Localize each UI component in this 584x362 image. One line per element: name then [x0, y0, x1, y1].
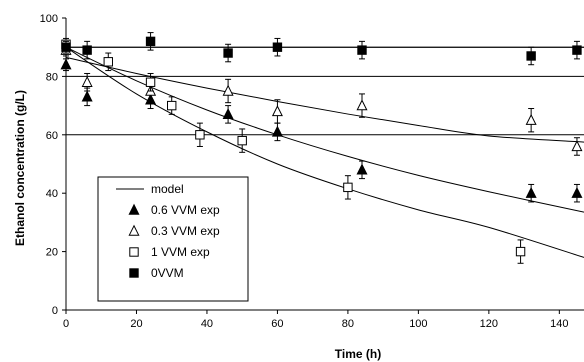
y-tick-label: 40	[46, 188, 58, 200]
point-1-vvm-exp	[195, 130, 205, 140]
point-0vvm	[357, 45, 367, 55]
point-1-vvm-exp	[343, 182, 353, 193]
y-tick-label: 60	[46, 130, 58, 142]
point-1-vvm-exp	[237, 135, 247, 146]
legend-marker-0vvm	[129, 268, 139, 278]
point-0-3-vvm-exp	[222, 84, 234, 96]
legend-label: 0.3 VVM exp	[151, 224, 220, 238]
point-0vvm	[572, 45, 582, 55]
y-tick-label: 20	[46, 247, 58, 259]
point-0vvm	[526, 51, 536, 61]
y-tick-label: 80	[46, 71, 58, 83]
point-1-vvm-exp	[103, 57, 113, 67]
model-curve-1	[65, 56, 584, 143]
y-tick-label: 0	[52, 305, 58, 317]
point-0-3-vvm-exp	[271, 105, 283, 117]
point-0vvm	[145, 36, 156, 47]
point-0-6-vvm-exp	[222, 108, 234, 120]
point-1-vvm-exp	[515, 246, 526, 257]
point-0-6-vvm-exp	[571, 186, 583, 198]
x-tick-label: 60	[271, 318, 283, 330]
y-tick-label: 100	[40, 13, 58, 25]
model-curves	[65, 46, 584, 258]
point-0-3-vvm-exp	[356, 99, 368, 111]
legend-box	[97, 176, 249, 302]
point-0-6-vvm-exp	[356, 163, 368, 175]
point-0-3-vvm-exp	[525, 113, 537, 125]
legend-label: 1 VVM exp	[151, 245, 210, 259]
point-0vvm	[61, 42, 71, 52]
point-0-6-vvm-exp	[525, 186, 537, 198]
point-0vvm	[223, 48, 233, 58]
point-0-3-vvm-exp	[81, 75, 93, 87]
x-tick-label: 140	[550, 318, 568, 330]
legend-label: model	[151, 182, 184, 196]
model-curve-3	[65, 46, 584, 258]
point-1-vvm-exp	[167, 100, 177, 111]
legend-marker-1-vvm-exp	[129, 247, 139, 257]
x-tick-label: 100	[409, 318, 427, 330]
tick-labels: 0 20 40 60 80 100 0 20 40 60 80 100 120 140	[40, 13, 569, 330]
point-0-3-vvm-exp	[571, 140, 583, 152]
legend-label: 0VVM	[151, 266, 184, 280]
point-0vvm	[82, 45, 92, 55]
legend: model 0.6 VVM exp 0.3 VVM exp 1 VVM exp 0VVM	[97, 176, 249, 302]
y-axis-label: Ethanol concentration (g/L)	[13, 90, 27, 246]
legend-label: 0.6 VVM exp	[151, 203, 220, 217]
x-tick-label: 20	[130, 318, 142, 330]
x-tick-label: 40	[201, 318, 213, 330]
x-axis-label: Time (h)	[335, 347, 381, 361]
point-0vvm	[272, 42, 283, 52]
model-curve-2	[65, 46, 584, 213]
grid-lines	[66, 46, 584, 136]
point-0-6-vvm-exp	[81, 90, 93, 102]
x-tick-label: 80	[342, 318, 354, 330]
legend-marker-0-3-vvm-exp	[128, 224, 140, 236]
point-0-6-vvm-exp	[271, 125, 283, 137]
legend-marker-0-6-vvm-exp	[128, 203, 140, 215]
point-0-6-vvm-exp	[60, 58, 72, 70]
x-tick-label: 120	[480, 318, 498, 330]
data-points	[60, 32, 583, 264]
x-tick-label: 0	[63, 318, 69, 330]
point-1-vvm-exp	[145, 77, 156, 87]
